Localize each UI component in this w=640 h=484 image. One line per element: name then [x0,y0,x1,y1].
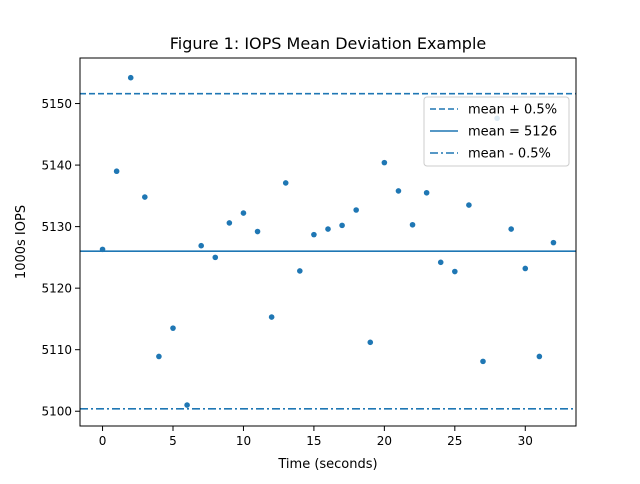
data-point [99,246,106,253]
legend-label: mean - 0.5% [468,147,551,162]
data-point [409,221,416,228]
x-axis: 0 5 10 15 20 25 30 [99,426,533,448]
reference-lines [80,92,576,410]
y-tick-label: 5140 [41,159,72,173]
y-tick-label: 5130 [41,220,72,234]
data-point [297,268,303,274]
data-point [550,239,557,246]
data-point [198,242,204,249]
data-point [127,74,134,81]
y-tick-label: 5100 [41,405,72,419]
data-point [170,325,176,331]
data-point [325,226,331,232]
data-point [226,220,233,226]
data-point [466,202,472,208]
legend-label: mean + 0.5% [468,103,557,118]
data-point [311,231,317,238]
data-point [423,189,430,196]
data-point [212,254,219,261]
data-point [452,268,458,275]
y-tick-label: 5120 [41,282,72,296]
data-point [353,207,359,213]
data-points [99,74,557,408]
data-point [156,353,162,360]
data-point [113,168,120,175]
data-point [282,180,289,186]
data-point [480,358,486,365]
data-point [508,226,514,232]
x-tick-label: 30 [518,434,533,448]
x-tick-label: 20 [377,434,392,448]
chart-title: Figure 1: IOPS Mean Deviation Example [170,34,487,53]
data-point [254,228,261,235]
y-tick-label: 5110 [41,343,72,357]
data-point [437,259,444,266]
y-tick-label: 5150 [41,97,72,111]
data-point [268,314,275,320]
plot-frame [79,57,577,427]
legend-box [423,96,570,167]
data-point [395,188,402,194]
x-tick-label: 0 [99,434,107,448]
x-axis-label: Time (seconds) [277,457,377,472]
data-point [184,402,190,408]
data-point [522,265,529,272]
y-axis: 5100 5110 5120 5130 5140 5150 [41,97,80,419]
data-point [381,159,388,166]
data-point [240,210,247,216]
y-axis-label: 1000s IOPS [14,205,29,279]
x-tick-label: 15 [306,434,321,448]
data-point [142,194,148,200]
data-point [367,339,374,346]
x-tick-label: 5 [169,434,177,448]
data-point [536,353,543,360]
data-point [339,222,345,229]
legend: mean + 0.5% mean = 5126 mean - 0.5% [423,96,570,167]
x-tick-label: 10 [236,434,251,448]
x-tick-label: 25 [447,434,462,448]
legend-label: mean = 5126 [468,125,557,140]
